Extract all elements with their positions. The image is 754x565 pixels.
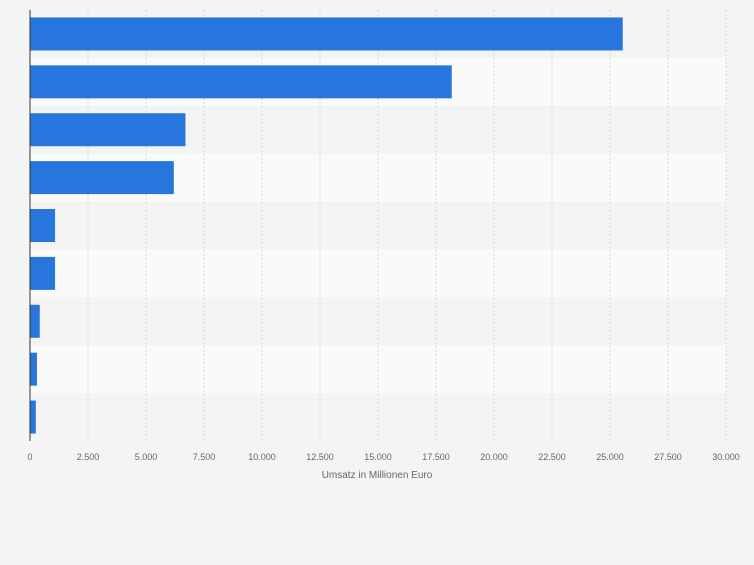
bar: [30, 113, 186, 147]
bar: [30, 352, 37, 386]
x-tick-label: 22.500: [538, 452, 566, 462]
row-band: [30, 393, 726, 441]
bar: [30, 256, 56, 290]
x-tick-label: 10.000: [248, 452, 276, 462]
x-tick-label: 5.000: [135, 452, 158, 462]
row-band: [30, 297, 726, 346]
x-tick-label: 7.500: [193, 452, 216, 462]
bar: [30, 17, 623, 51]
x-tick-label: 25.000: [596, 452, 624, 462]
bars: [30, 17, 623, 434]
bar: [30, 400, 36, 434]
x-axis-title: Umsatz in Millionen Euro: [322, 470, 433, 481]
x-tick-label: 17.500: [422, 452, 450, 462]
row-band: [30, 345, 726, 394]
bar: [30, 304, 40, 338]
x-tick-labels: 0 2.500 5.000 7.500 10.000 12.500 15.000 17.500…: [27, 452, 739, 462]
x-tick-label: 2.500: [77, 452, 100, 462]
row-bands: [30, 10, 726, 441]
x-tick-label: 30.000: [712, 452, 740, 462]
x-tick-label: 12.500: [306, 452, 334, 462]
row-band: [30, 249, 726, 298]
x-tick-label: 15.000: [364, 452, 392, 462]
bar: [30, 65, 452, 99]
x-tick-label: 27.500: [654, 452, 682, 462]
bar: [30, 161, 174, 195]
x-tick-label: 20.000: [480, 452, 508, 462]
bar: [30, 209, 56, 242]
x-tick-label: 0: [27, 452, 32, 462]
row-band: [30, 201, 726, 250]
